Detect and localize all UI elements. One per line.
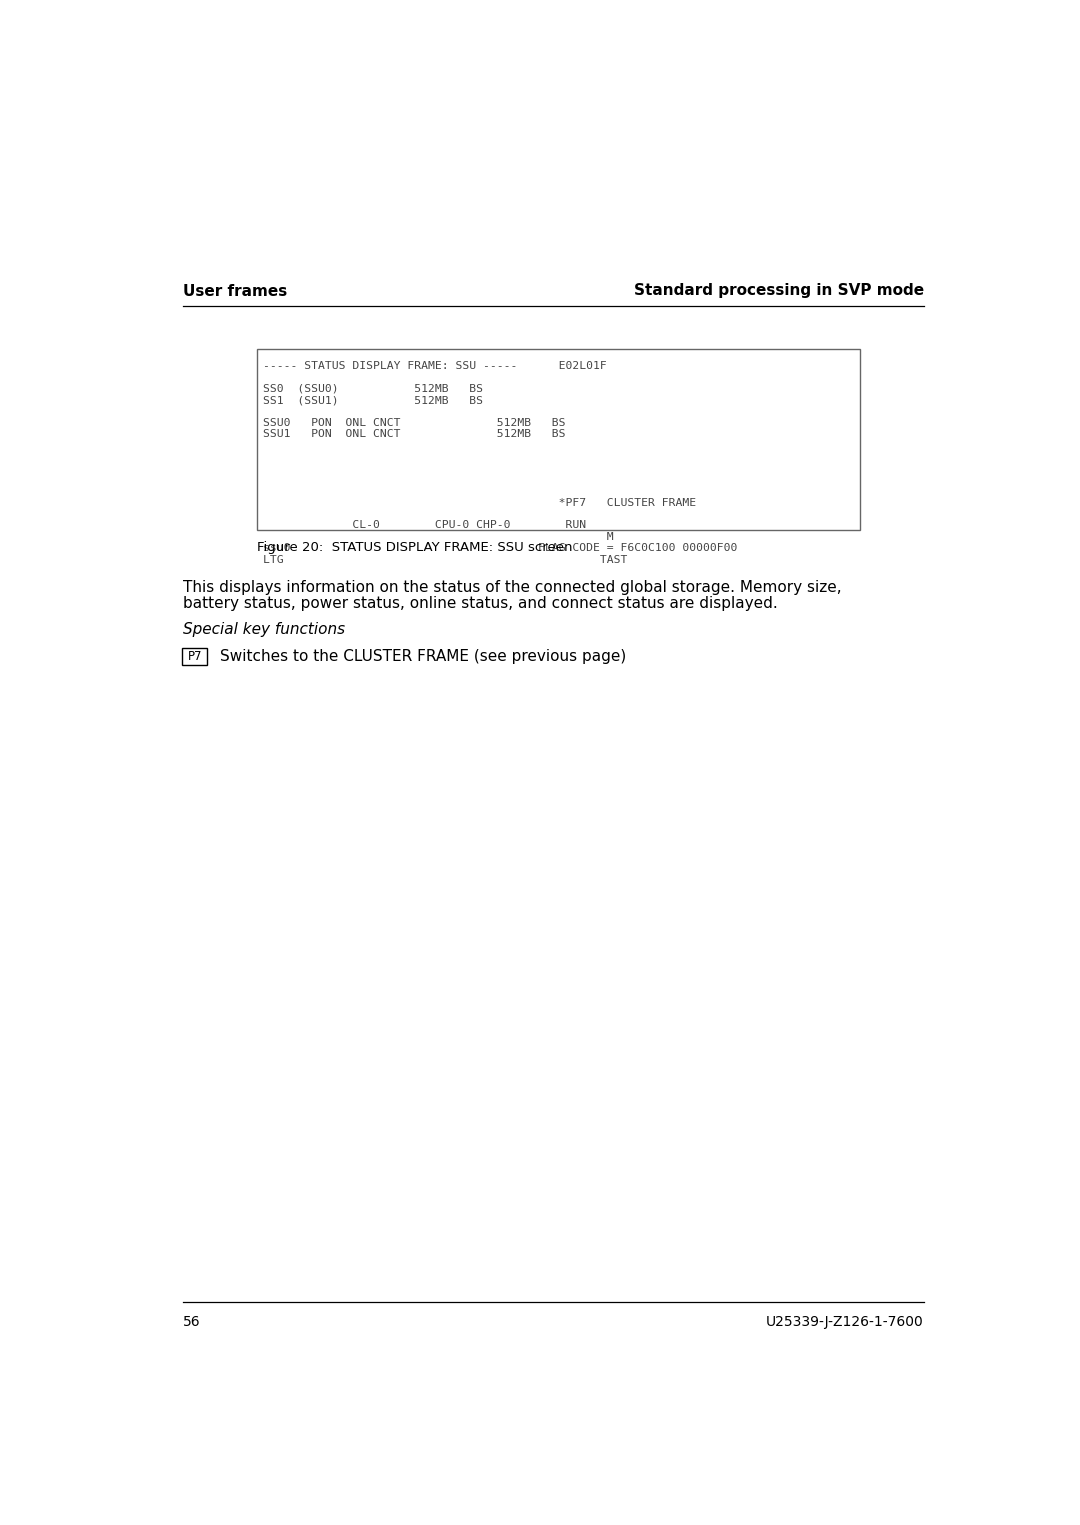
- Text: P7: P7: [188, 650, 202, 663]
- FancyBboxPatch shape: [257, 349, 860, 529]
- Text: battery status, power status, online status, and connect status are displayed.: battery status, power status, online sta…: [183, 596, 778, 612]
- Text: LTG                                              TAST: LTG TAST: [262, 555, 627, 564]
- Text: User frames: User frames: [183, 284, 287, 299]
- Text: SSU0   PON  ONL CNCT              512MB   BS: SSU0 PON ONL CNCT 512MB BS: [262, 418, 565, 429]
- Text: 56: 56: [183, 1315, 201, 1328]
- Text: Figure 20:  STATUS DISPLAY FRAME: SSU screen: Figure 20: STATUS DISPLAY FRAME: SSU scr…: [257, 541, 572, 554]
- Text: *PF7   CLUSTER FRAME: *PF7 CLUSTER FRAME: [262, 497, 696, 508]
- Text: SS0  (SSU0)           512MB   BS: SS0 (SSU0) 512MB BS: [262, 384, 483, 393]
- Text: SS1  (SSU1)           512MB   BS: SS1 (SSU1) 512MB BS: [262, 395, 483, 406]
- Text: Standard processing in SVP mode: Standard processing in SVP mode: [634, 284, 924, 299]
- Text: M: M: [262, 532, 613, 541]
- FancyBboxPatch shape: [183, 648, 207, 665]
- Text: ssu0                                    FLAG CODE = F6C0C100 00000F00: ssu0 FLAG CODE = F6C0C100 00000F00: [262, 543, 738, 554]
- Text: U25339-J-Z126-1-7600: U25339-J-Z126-1-7600: [766, 1315, 924, 1328]
- Text: SSU1   PON  ONL CNCT              512MB   BS: SSU1 PON ONL CNCT 512MB BS: [262, 429, 565, 439]
- Text: CL-0        CPU-0 CHP-0        RUN: CL-0 CPU-0 CHP-0 RUN: [262, 520, 586, 531]
- Text: Switches to the CLUSTER FRAME (see previous page): Switches to the CLUSTER FRAME (see previ…: [220, 650, 626, 663]
- Text: This displays information on the status of the connected global storage. Memory : This displays information on the status …: [183, 580, 841, 595]
- Text: ----- STATUS DISPLAY FRAME: SSU -----      E02L01F: ----- STATUS DISPLAY FRAME: SSU ----- E0…: [262, 361, 607, 371]
- Text: Special key functions: Special key functions: [183, 622, 346, 637]
